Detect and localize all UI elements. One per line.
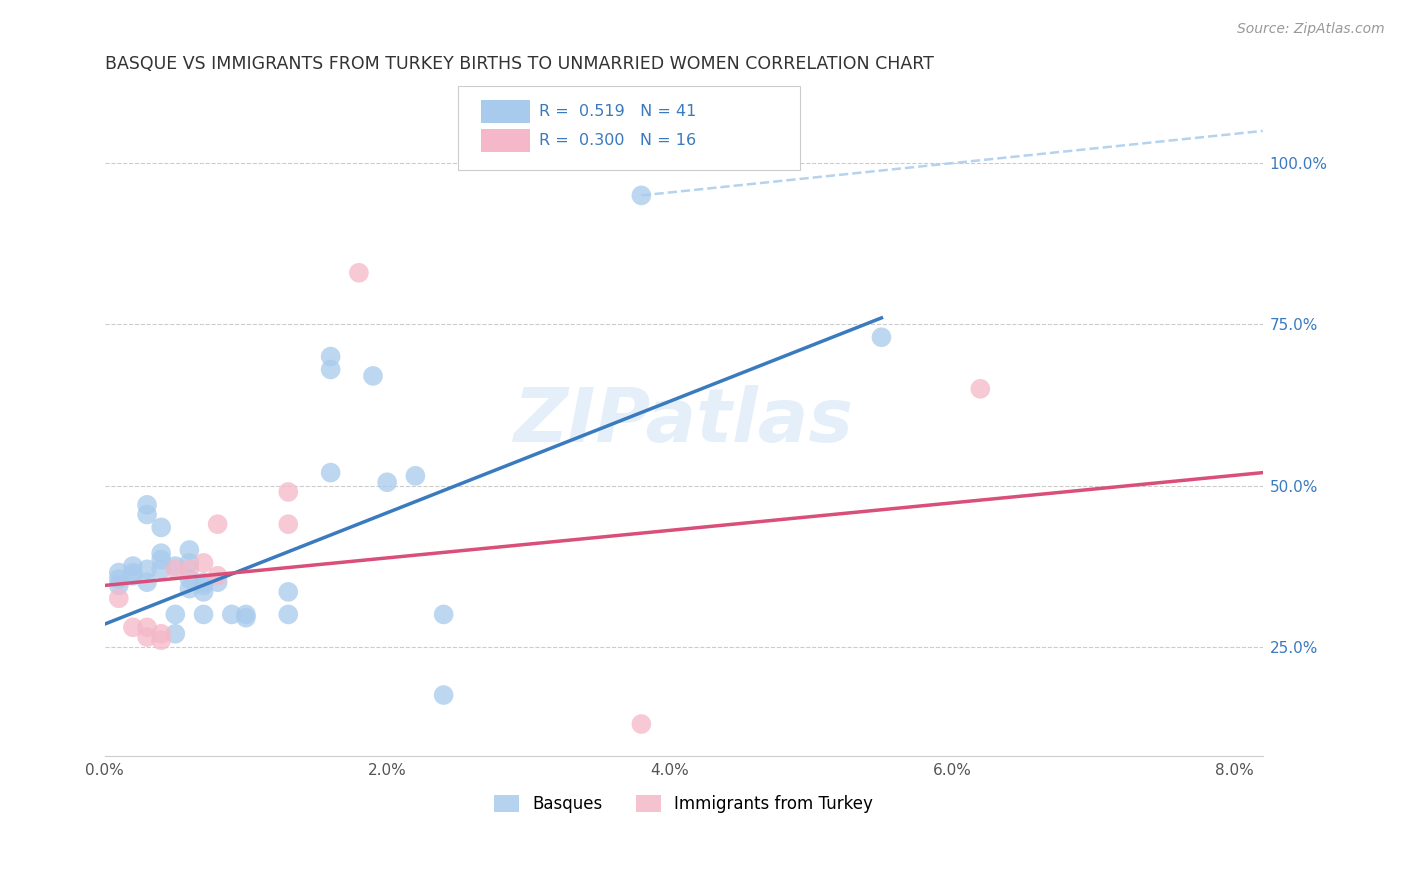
Point <box>150 520 173 534</box>
Text: ZIPatlas: ZIPatlas <box>513 384 853 458</box>
Point <box>150 633 173 648</box>
Point <box>165 559 187 574</box>
Point <box>433 607 456 622</box>
Point <box>433 688 456 702</box>
Point <box>136 630 159 644</box>
Point <box>277 485 299 500</box>
Point <box>404 468 426 483</box>
Point <box>150 552 173 566</box>
Text: R =  0.519   N = 41: R = 0.519 N = 41 <box>538 103 696 119</box>
Point <box>235 610 257 624</box>
Point <box>179 556 201 570</box>
Point <box>193 578 215 592</box>
Text: BASQUE VS IMMIGRANTS FROM TURKEY BIRTHS TO UNMARRIED WOMEN CORRELATION CHART: BASQUE VS IMMIGRANTS FROM TURKEY BIRTHS … <box>104 55 934 73</box>
FancyBboxPatch shape <box>481 129 530 153</box>
Point <box>870 330 893 344</box>
Point <box>107 566 129 580</box>
Point <box>193 585 215 599</box>
Point <box>165 607 187 622</box>
Point <box>630 188 652 202</box>
Point <box>179 562 201 576</box>
Point <box>630 717 652 731</box>
Point <box>361 368 384 383</box>
Point <box>319 362 342 376</box>
Point <box>107 591 129 606</box>
FancyBboxPatch shape <box>458 86 800 169</box>
Point <box>221 607 243 622</box>
Point <box>179 582 201 596</box>
Point <box>193 575 215 590</box>
Point <box>122 559 145 574</box>
Point <box>277 607 299 622</box>
Point <box>347 266 370 280</box>
Point <box>193 607 215 622</box>
Text: Source: ZipAtlas.com: Source: ZipAtlas.com <box>1237 22 1385 37</box>
FancyBboxPatch shape <box>481 100 530 123</box>
Point <box>319 350 342 364</box>
Point <box>207 517 229 532</box>
Point <box>179 572 201 586</box>
Point <box>122 568 145 582</box>
Point <box>122 566 145 580</box>
Point <box>235 607 257 622</box>
Point <box>207 568 229 582</box>
Legend: Basques, Immigrants from Turkey: Basques, Immigrants from Turkey <box>486 787 882 822</box>
Point <box>107 578 129 592</box>
Point <box>375 475 398 490</box>
Point <box>136 498 159 512</box>
Point <box>150 627 173 641</box>
Point <box>136 508 159 522</box>
Point <box>277 585 299 599</box>
Point <box>319 466 342 480</box>
Point <box>277 517 299 532</box>
Point <box>136 575 159 590</box>
Point <box>122 620 145 634</box>
Point <box>165 562 187 576</box>
Point <box>150 562 173 576</box>
Point <box>969 382 991 396</box>
Point <box>107 572 129 586</box>
Point <box>165 627 187 641</box>
Text: R =  0.300   N = 16: R = 0.300 N = 16 <box>538 133 696 148</box>
Point <box>207 575 229 590</box>
Point <box>150 546 173 560</box>
Point <box>136 562 159 576</box>
Point <box>136 620 159 634</box>
Point <box>193 556 215 570</box>
Point <box>179 543 201 558</box>
